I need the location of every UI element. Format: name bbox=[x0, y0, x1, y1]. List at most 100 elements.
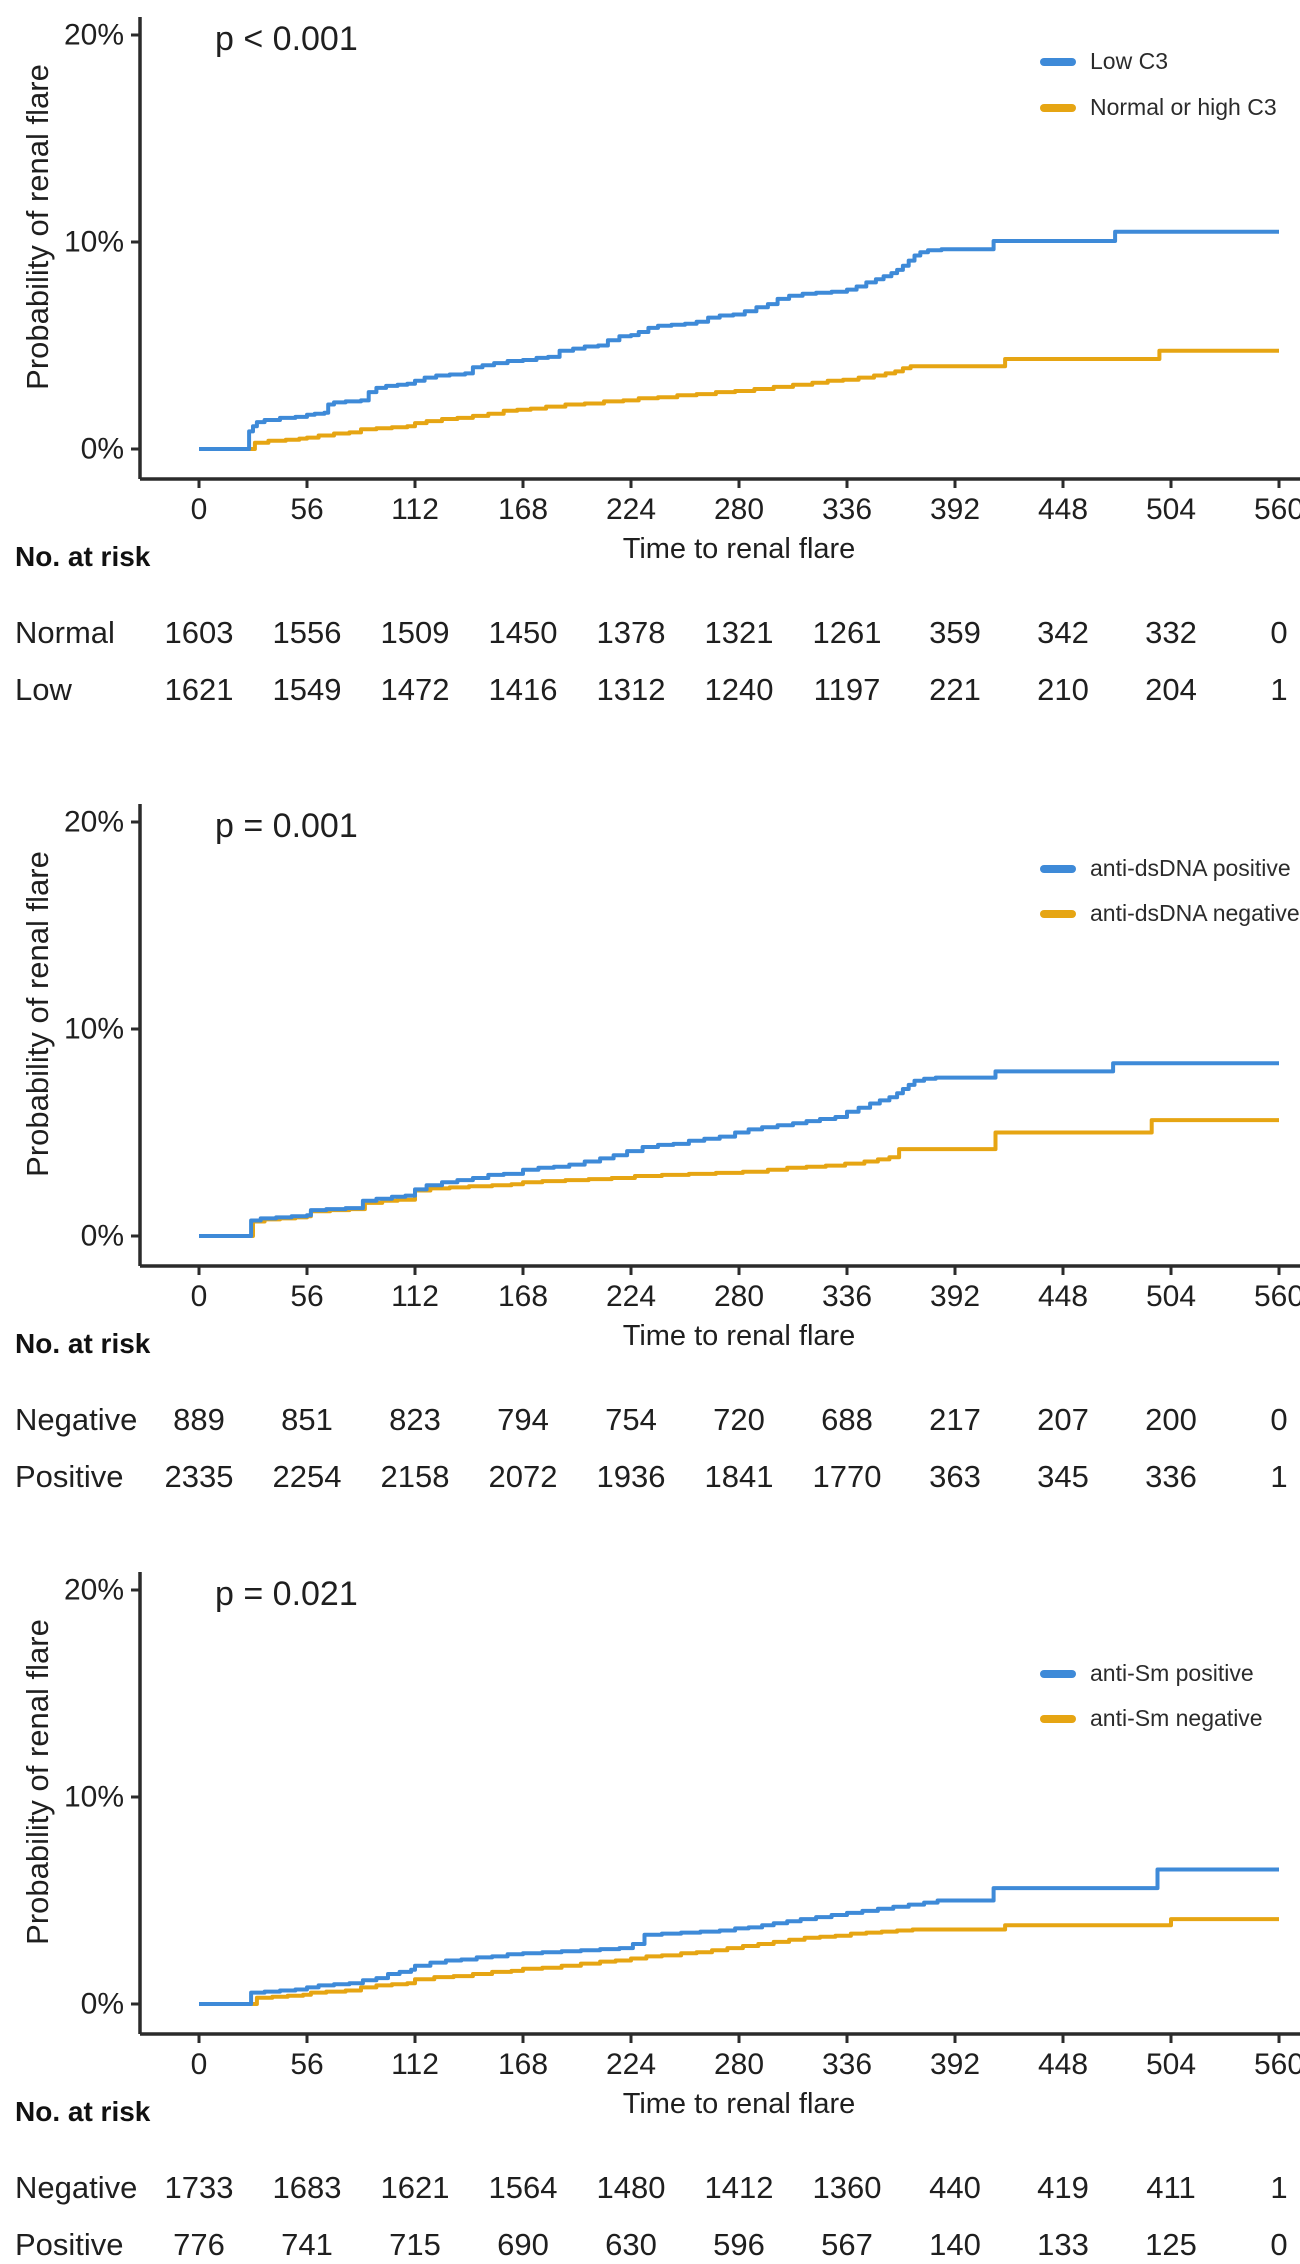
y-tick-label: 10% bbox=[64, 226, 124, 259]
risk-count: 1936 bbox=[596, 1459, 666, 1494]
risk-count: 1321 bbox=[704, 615, 774, 650]
x-tick-label: 112 bbox=[391, 493, 439, 526]
x-tick-label: 280 bbox=[714, 493, 764, 526]
y-tick-label: 0% bbox=[81, 1220, 124, 1253]
x-tick-label: 0 bbox=[191, 1280, 208, 1313]
survival-plot-sm: 0% 10% 20% 0 56 112 168 224 280 336 392 448 504 560 bbox=[64, 1572, 1300, 2081]
risk-count: 1683 bbox=[272, 2170, 342, 2205]
risk-count: 345 bbox=[1037, 1459, 1089, 1494]
legend-entry-normal-high-c3: Normal or high C3 bbox=[1040, 94, 1277, 121]
p-value-label: p < 0.001 bbox=[215, 20, 358, 58]
risk-count: 207 bbox=[1037, 1402, 1089, 1437]
risk-count: 336 bbox=[1145, 1459, 1197, 1494]
legend-label: anti-dsDNA positive bbox=[1090, 855, 1291, 881]
curve-anti-sm-negative bbox=[199, 1917, 1279, 2006]
legend-label: anti-Sm negative bbox=[1090, 1705, 1263, 1731]
y-tick-label: 20% bbox=[64, 806, 124, 839]
risk-count: 210 bbox=[1037, 672, 1089, 707]
risk-count: 2254 bbox=[272, 1459, 342, 1494]
x-tick-label: 448 bbox=[1038, 493, 1088, 526]
legend-entry-sm-negative: anti-Sm negative bbox=[1040, 1705, 1263, 1732]
x-tick-label: 448 bbox=[1038, 1280, 1088, 1313]
x-tick-label: 560 bbox=[1254, 1280, 1300, 1313]
risk-count: 342 bbox=[1037, 615, 1089, 650]
risk-count: 1312 bbox=[596, 672, 666, 707]
legend-entry-sm-positive: anti-Sm positive bbox=[1040, 1660, 1254, 1687]
x-tick-label: 0 bbox=[191, 493, 208, 526]
legend-label: anti-dsDNA negative bbox=[1090, 900, 1300, 926]
x-tick-label: 280 bbox=[714, 1280, 764, 1313]
km-panel-dsdna: 0% 10% 20% 0 56 112 168 224 280 336 392 448 504 560 p… bbox=[0, 760, 1300, 1530]
risk-row-label: Positive bbox=[15, 2227, 124, 2262]
legend-swatch-blue bbox=[1040, 864, 1076, 873]
risk-count: 411 bbox=[1146, 2170, 1196, 2205]
risk-count: 1472 bbox=[380, 672, 450, 707]
risk-count: 0 bbox=[1270, 2227, 1288, 2262]
risk-count: 221 bbox=[929, 672, 981, 707]
y-axis-title: Probability of renal flare bbox=[20, 851, 55, 1177]
risk-count: 1450 bbox=[488, 615, 558, 650]
risk-count: 0 bbox=[1270, 615, 1288, 650]
risk-count: 217 bbox=[929, 1402, 981, 1437]
risk-count: 776 bbox=[173, 2227, 225, 2262]
curve-anti-dsdna-negative bbox=[199, 1118, 1279, 1238]
legend-entry-dsdna-negative: anti-dsDNA negative bbox=[1040, 900, 1300, 927]
x-tick-label: 168 bbox=[498, 2048, 548, 2081]
risk-count: 1 bbox=[1270, 2170, 1288, 2205]
risk-row-values: 889 851 823 794 754 720 688 217 207 200 0 bbox=[0, 1402, 1300, 1437]
risk-count: 1360 bbox=[812, 2170, 882, 2205]
risk-row-label: Negative bbox=[15, 2170, 138, 2205]
x-tick-label: 392 bbox=[930, 493, 980, 526]
km-panel-c3: 0% 10% 20% 0 56 112 168 224 280 336 392 448 504 560 p… bbox=[0, 0, 1300, 760]
risk-count: 754 bbox=[605, 1402, 657, 1437]
risk-count: 1480 bbox=[596, 2170, 666, 2205]
risk-count: 419 bbox=[1037, 2170, 1089, 2205]
risk-count: 1841 bbox=[704, 1459, 774, 1494]
y-tick-label: 0% bbox=[81, 433, 124, 466]
risk-count: 1603 bbox=[164, 615, 234, 650]
legend-entry-dsdna-positive: anti-dsDNA positive bbox=[1040, 855, 1291, 882]
p-value-label: p = 0.001 bbox=[215, 807, 358, 845]
x-tick-label: 336 bbox=[822, 2048, 872, 2081]
y-tick-label: 10% bbox=[64, 1781, 124, 1814]
curve-anti-dsdna-positive bbox=[199, 1061, 1279, 1238]
risk-count: 688 bbox=[821, 1402, 873, 1437]
y-axis-title: Probability of renal flare bbox=[20, 1619, 55, 1945]
risk-count: 1564 bbox=[488, 2170, 558, 2205]
risk-count: 1416 bbox=[488, 672, 558, 707]
risk-table-header: No. at risk bbox=[15, 2096, 151, 2127]
x-tick-label: 56 bbox=[290, 493, 323, 526]
x-tick-label: 392 bbox=[930, 1280, 980, 1313]
risk-count: 200 bbox=[1145, 1402, 1197, 1437]
legend-label: anti-Sm positive bbox=[1090, 1660, 1254, 1686]
risk-count: 596 bbox=[713, 2227, 765, 2262]
risk-row-label: Normal bbox=[15, 615, 115, 650]
x-tick-label: 504 bbox=[1146, 2048, 1196, 2081]
legend-label: Normal or high C3 bbox=[1090, 94, 1277, 120]
risk-row-label: Positive bbox=[15, 1459, 124, 1494]
risk-row-values: 1621 1549 1472 1416 1312 1240 1197 221 210 204 1 bbox=[0, 672, 1300, 707]
x-tick-label: 336 bbox=[822, 1280, 872, 1313]
x-tick-label: 0 bbox=[191, 2048, 208, 2081]
risk-count: 741 bbox=[281, 2227, 333, 2262]
survival-plot-dsdna: 0% 10% 20% 0 56 112 168 224 280 336 392 448 504 560 bbox=[64, 804, 1300, 1313]
risk-count: 1378 bbox=[596, 615, 666, 650]
curve-normal-or-high-c3 bbox=[199, 348, 1279, 451]
x-tick-label: 448 bbox=[1038, 2048, 1088, 2081]
risk-row-values: 2335 2254 2158 2072 1936 1841 1770 363 345 336 1 bbox=[0, 1459, 1300, 1494]
risk-count: 2072 bbox=[488, 1459, 558, 1494]
risk-count: 567 bbox=[821, 2227, 873, 2262]
risk-count: 823 bbox=[389, 1402, 441, 1437]
y-tick-label: 10% bbox=[64, 1013, 124, 1046]
curve-anti-sm-positive bbox=[199, 1867, 1279, 2006]
risk-count: 133 bbox=[1037, 2227, 1089, 2262]
p-value-label: p = 0.021 bbox=[215, 1575, 358, 1613]
risk-row-values: 1733 1683 1621 1564 1480 1412 1360 440 419 411 1 bbox=[0, 2170, 1300, 2205]
x-tick-label: 560 bbox=[1254, 493, 1300, 526]
y-tick-label: 20% bbox=[64, 19, 124, 52]
x-axis-title: Time to renal flare bbox=[622, 1320, 856, 1352]
risk-count: 1770 bbox=[812, 1459, 882, 1494]
x-tick-label: 336 bbox=[822, 493, 872, 526]
x-tick-label: 56 bbox=[290, 2048, 323, 2081]
y-tick-label: 0% bbox=[81, 1988, 124, 2021]
